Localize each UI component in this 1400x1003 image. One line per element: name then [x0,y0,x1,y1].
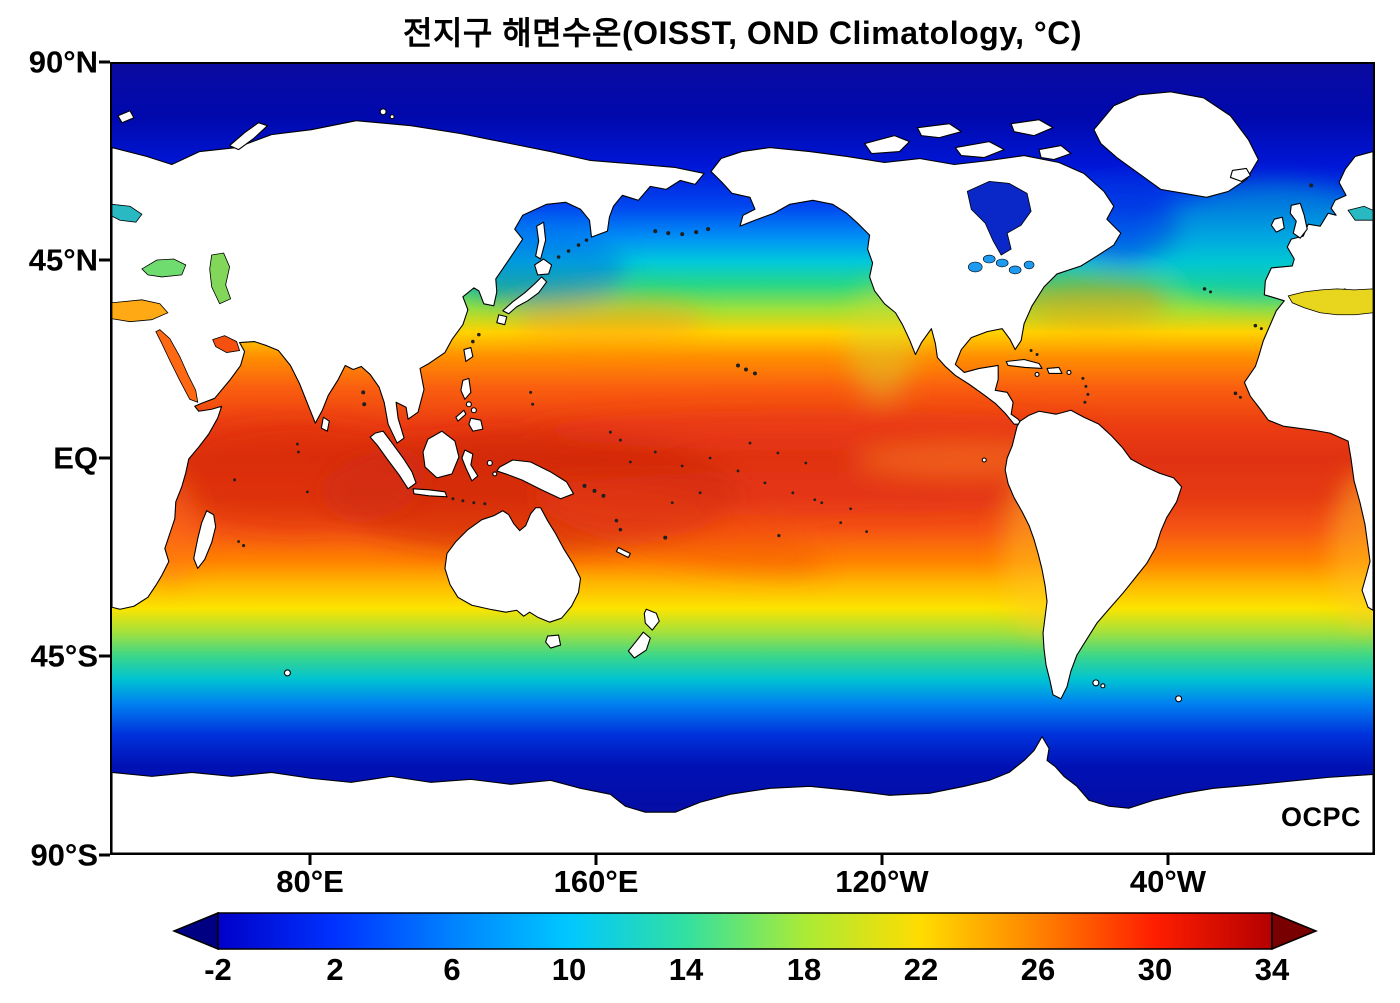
lat-tick [99,456,110,460]
cbar-tick-2: 2 [326,952,344,987]
inland-seas-layer [112,180,1373,403]
sakhalin [535,221,547,260]
new-guinea [496,459,575,500]
hokkaido [534,258,553,276]
lat-label-45s: 45°S [30,638,98,674]
sulawesi [461,449,479,482]
red-sea [155,329,199,403]
new-caledonia [615,547,631,559]
persian-gulf [212,335,241,353]
cbar-tick-14: 14 [668,952,704,987]
great-britain [1289,202,1308,239]
lat-tick [99,853,110,857]
cbar-tick-34: 34 [1254,952,1290,987]
lon-label-160e: 160°E [553,864,639,899]
ireland [1270,216,1285,233]
cbar-tick-18: 18 [786,952,822,987]
world-sst-map-svg [112,64,1373,853]
tasmania [545,634,562,649]
nz-north-island [643,608,660,631]
baltic-sea-east [1347,205,1373,221]
mediterranean-east [112,299,169,323]
cbar-tick-6: 6 [443,952,461,987]
lon-label-120w: 120°W [835,864,929,899]
cpc-logo: OCPC [1280,802,1361,832]
lon-tick [880,855,884,865]
colorbar-under-arrow [172,912,219,950]
map-plot-area: OCPC [110,62,1375,855]
colorbar-over-arrow [1271,912,1318,950]
eurasia-africa [112,120,705,610]
europe-west-africa [1243,151,1373,611]
lat-tick [99,60,110,64]
colorbar-gradient [217,912,1273,950]
java [412,488,448,498]
cbar-tick-10: 10 [551,952,587,987]
lon-label-40w: 40°W [1129,864,1207,899]
iceland [1229,167,1251,182]
cbar-tick-22: 22 [903,952,939,987]
cbar-tick-neg2: -2 [204,952,232,987]
cbar-tick-26: 26 [1020,952,1056,987]
lon-tick [594,855,598,865]
black-sea [141,258,187,278]
honshu [502,276,548,315]
great-lakes [967,254,1035,275]
caspian-sea [209,252,232,305]
madagascar [193,510,217,569]
lon-tick [1166,855,1170,865]
chart-title: 전지구 해면수온(OISST, OND Climatology, °C) [403,15,1082,51]
australia [444,507,582,623]
sri-lanka [320,416,330,432]
baltic-sea-west [112,203,143,223]
colorbar [172,912,1318,950]
lat-label-eq: EQ [53,440,98,476]
antarctica [112,736,1373,853]
hudson-bay [966,180,1032,256]
nz-south-island [627,631,651,659]
greenland [1093,91,1259,198]
lat-label-45n: 45°N [28,242,98,278]
small-islands-layer [233,183,1314,548]
lat-label-90s: 90°S [30,837,98,873]
lat-tick [99,654,110,658]
cuba [1005,358,1043,370]
lon-tick [308,855,312,865]
south-america [1004,409,1183,700]
lat-tick [99,258,110,262]
borneo [422,430,460,479]
lon-label-80e: 80°E [276,864,344,899]
taiwan [463,347,474,363]
cbar-tick-30: 30 [1137,952,1173,987]
sumatra [369,430,417,490]
lat-label-90n: 90°N [28,44,98,80]
mediterranean-west [1287,288,1373,316]
colorbar-svg [172,912,1318,950]
hispaniola [1046,366,1063,374]
